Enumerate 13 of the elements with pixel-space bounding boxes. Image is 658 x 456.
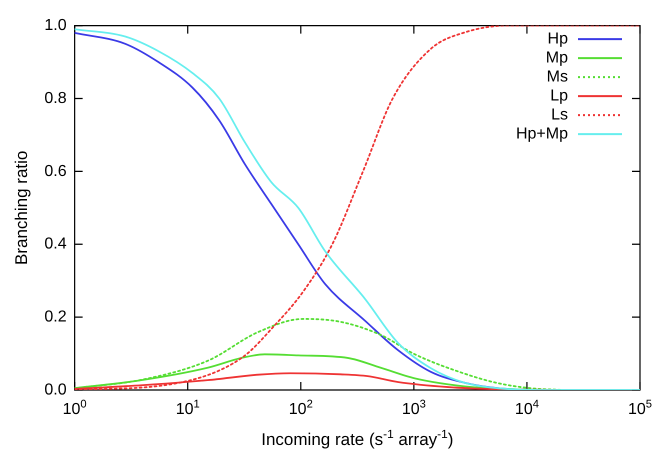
y-tick-label: 1.0: [44, 17, 67, 34]
y-tick-label: 0.8: [44, 90, 67, 107]
legend-label: Ls: [551, 106, 568, 124]
legend-label: Ms: [546, 68, 568, 86]
y-axis-title: Branching ratio: [12, 150, 31, 265]
legend-label: Hp: [548, 30, 568, 48]
y-tick-label: 0.0: [44, 381, 67, 398]
legend-label: Hp+Mp: [516, 126, 568, 143]
legend-label: Lp: [550, 88, 568, 105]
y-tick-label: 0.2: [44, 308, 67, 326]
y-tick-label: 0.4: [44, 236, 67, 253]
y-tick-label: 0.6: [44, 162, 67, 180]
legend-label: Mp: [546, 50, 568, 67]
